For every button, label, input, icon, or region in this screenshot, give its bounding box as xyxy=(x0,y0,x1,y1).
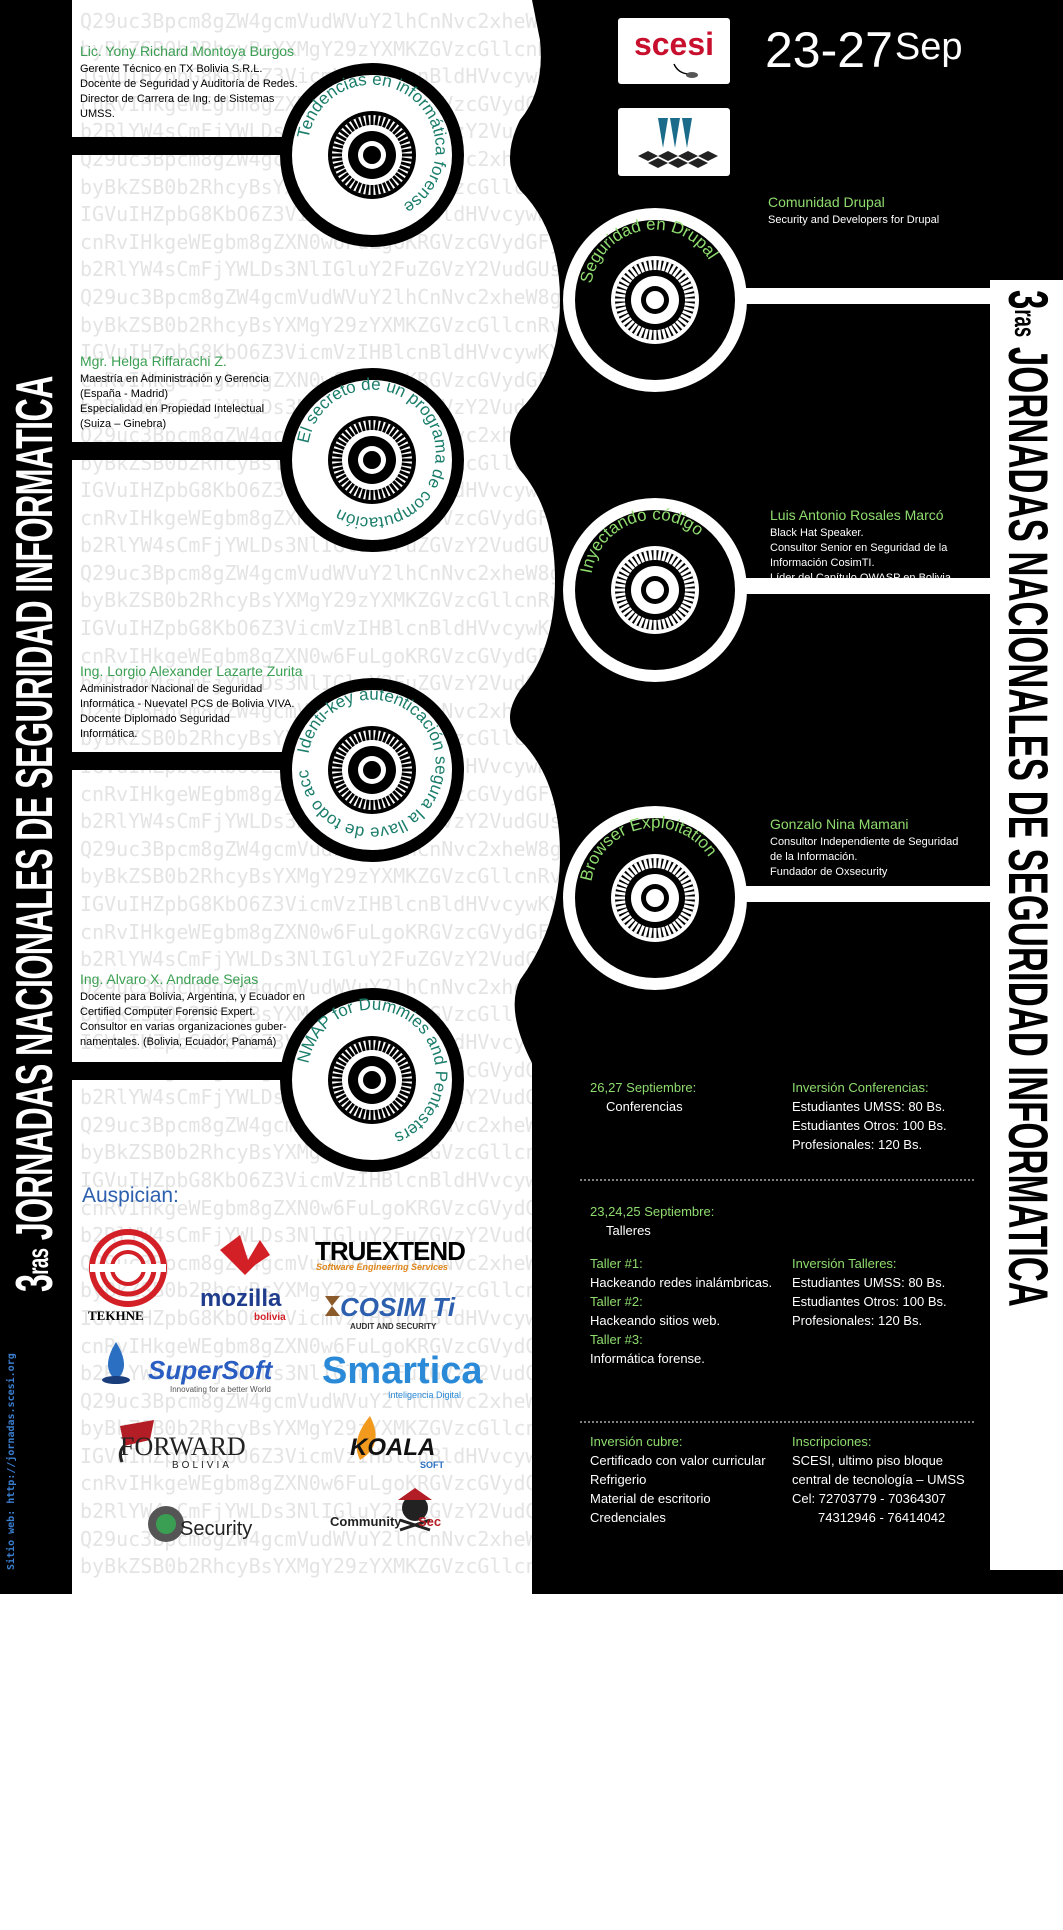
koala-text: KOALA xyxy=(350,1434,436,1461)
community-sec-logo xyxy=(398,1488,432,1532)
community-text: Community xyxy=(330,1514,402,1529)
left-talk-dial-2: El secreto de un programa de computación xyxy=(280,368,464,552)
price-covers: Inversión cubre: Certificado con valor c… xyxy=(590,1434,766,1525)
tekhne-text: TEKHNE xyxy=(88,1308,144,1323)
scesi-logo: scesi xyxy=(618,18,730,84)
smartica-text: Smartica xyxy=(322,1350,483,1392)
main-title-left: 3ras JORNADAS NACIONALES DE SEGURIDAD IN… xyxy=(6,376,64,1292)
community-sec-text: Sec xyxy=(418,1514,442,1529)
black-shapes: Tendencias en informática forense El secr… xyxy=(0,0,1063,1594)
cosimti-logo xyxy=(325,1296,340,1316)
sponsors-title: Auspician: xyxy=(82,1184,179,1207)
forward-text: FORWARD xyxy=(120,1432,246,1461)
speaker-left-1: Lic. Yony Richard Montoya Burgos Gerente… xyxy=(80,43,298,120)
speaker-left-4: Ing. Alvaro X. Andrade Sejas Docente par… xyxy=(80,971,306,1048)
supersoft-logo xyxy=(102,1342,130,1384)
secondary-logo xyxy=(618,108,730,176)
registration: Inscripciones: SCESI, ultimo piso bloque… xyxy=(792,1434,965,1525)
speaker-left-2: Mgr. Helga Riffarachi Z. Maestría en Adm… xyxy=(80,353,269,430)
right-talk-dial-1: Seguridad en Drupal xyxy=(563,208,747,392)
supersoft-sub: Innovating for a better World xyxy=(170,1385,271,1394)
cosimti-text: COSIM Ti xyxy=(340,1292,456,1322)
left-talk-dial-1: Tendencias en informática forense xyxy=(280,63,464,247)
mozilla-logo xyxy=(220,1235,270,1275)
speaker-right-3: Gonzalo Nina Mamani Consultor Independie… xyxy=(770,816,959,878)
oxsecurity-logo xyxy=(148,1506,184,1542)
speaker-left-3: Ing. Lorgio Alexander Lazarte Zurita Adm… xyxy=(80,663,303,740)
right-talk-dial-3: Browser Exploitation xyxy=(563,806,747,990)
smartica-sub: Inteligencia Digital xyxy=(388,1390,462,1400)
koala-logo xyxy=(356,1416,376,1460)
speaker-right-2: Luis Antonio Rosales Marcó Black Hat Spe… xyxy=(770,507,955,584)
sponsor-logos xyxy=(89,1229,432,1542)
workshop-dates: 23,24,25 Septiembre: Talleres xyxy=(590,1204,715,1238)
workshop-prices: Inversión Talleres: Estudiantes UMSS: 80… xyxy=(792,1256,947,1328)
workshop-list: Taller #1: Hackeando redes inalámbricas. … xyxy=(590,1256,773,1366)
forward-sub: BOLIVIA xyxy=(172,1460,232,1471)
supersoft-text: SuperSoft xyxy=(148,1355,273,1385)
conference-prices: Inversión Conferencias: Estudiantes UMSS… xyxy=(792,1080,947,1152)
main-title-right: 3ras JORNADAS NACIONALES DE SEGURIDAD IN… xyxy=(997,290,1060,1307)
cosimti-sub: AUDIT AND SECURITY xyxy=(350,1322,437,1331)
speaker-right-1: Comunidad Drupal Security and Developers… xyxy=(768,194,940,226)
mozilla-sub: bolivia xyxy=(254,1312,286,1323)
truextend-text: TRUEXTEND xyxy=(315,1236,466,1266)
left-talk-dial-4: NMAP for Dummies and Pentesters xyxy=(280,988,464,1172)
oxsecurity-text: Security xyxy=(180,1518,253,1540)
right-talk-dial-2: Inyectando código xyxy=(563,498,747,682)
website-link[interactable]: Sitio web: http://jornadas.scesi.org xyxy=(6,1353,17,1570)
mozilla-text: mozilla xyxy=(200,1285,282,1312)
event-date: 23-27Sep xyxy=(765,22,963,78)
forward-logo xyxy=(118,1420,154,1463)
conference-dates: 26,27 Septiembre: Conferencias xyxy=(590,1080,697,1114)
truextend-sub: Software Engineering Services xyxy=(316,1262,449,1272)
koala-sub: SOFT xyxy=(420,1460,444,1470)
tekhne-logo xyxy=(89,1229,167,1307)
